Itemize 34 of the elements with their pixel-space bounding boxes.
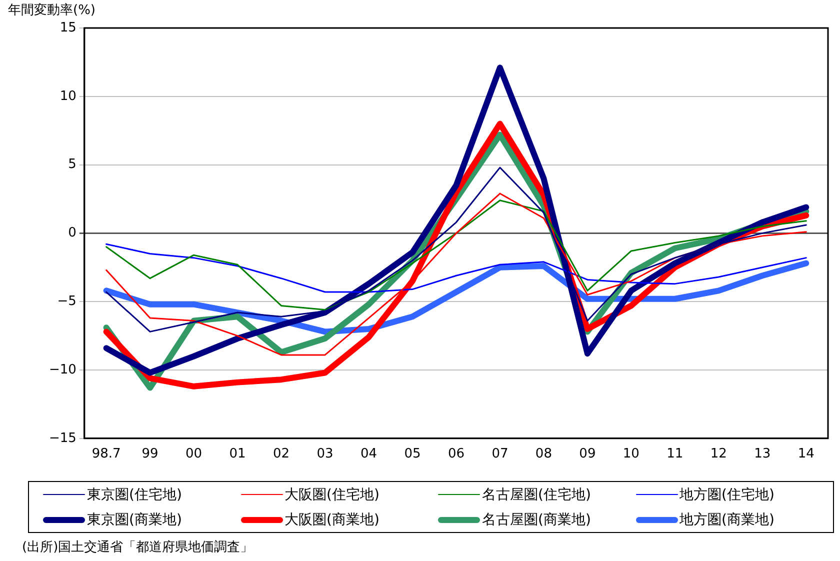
- legend-label: 地方圏(住宅地): [680, 486, 774, 504]
- y-tick-label: 10: [60, 88, 76, 104]
- x-tick-label: 06: [448, 446, 464, 462]
- legend-label: 名古屋圏(住宅地): [482, 486, 591, 504]
- x-tick-label: 01: [229, 446, 246, 462]
- legend-label: 名古屋圏(商業地): [482, 510, 591, 528]
- legend-label: 東京圏(商業地): [87, 510, 182, 528]
- x-tick-label: 99: [142, 446, 158, 462]
- x-tick-label: 10: [622, 446, 640, 462]
- y-tick-label: 15: [60, 20, 76, 36]
- x-tick-label: 09: [579, 446, 596, 462]
- legend-label: 地方圏(商業地): [680, 510, 774, 528]
- y-tick-label: 5: [68, 157, 76, 172]
- y-tick-label: −15: [48, 430, 76, 446]
- x-tick-label: 02: [272, 446, 290, 462]
- x-tick-label: 04: [360, 446, 378, 462]
- y-tick-label: −5: [57, 294, 76, 309]
- legend-label: 大阪圏(商業地): [284, 510, 380, 528]
- x-tick-label: 05: [404, 446, 421, 462]
- legend-label: 大阪圏(住宅地): [284, 486, 380, 504]
- x-tick-label: 14: [798, 446, 814, 462]
- y-axis-title: 年間変動率(%): [8, 2, 96, 19]
- x-tick-label: 12: [710, 446, 727, 462]
- x-tick-label: 98.7: [92, 446, 121, 462]
- x-tick-label: 00: [186, 446, 202, 462]
- x-tick-label: 07: [492, 446, 508, 462]
- y-tick-label: 0: [68, 226, 76, 241]
- legend-label: 東京圏(住宅地): [87, 486, 182, 504]
- x-tick-label: 08: [535, 446, 552, 462]
- y-tick-label: −10: [48, 362, 76, 378]
- x-tick-label: 03: [316, 446, 334, 462]
- x-tick-label: 13: [754, 446, 771, 462]
- x-tick-label: 11: [666, 446, 684, 462]
- text: (出所)国土交通省「都道府県地価調査」: [22, 539, 254, 556]
